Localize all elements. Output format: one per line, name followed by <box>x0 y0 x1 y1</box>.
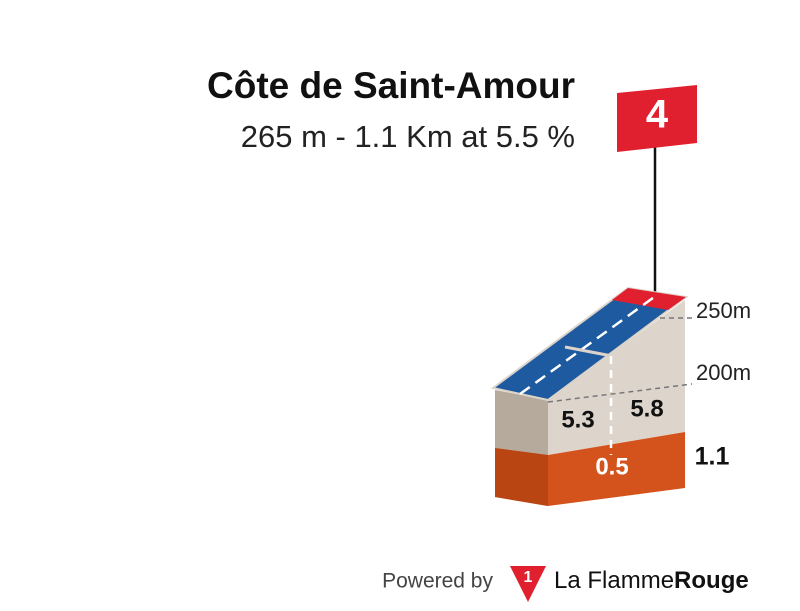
profile-base-side <box>495 448 548 506</box>
profile-side <box>495 390 548 455</box>
brand-logo-text: 1 <box>524 569 533 586</box>
altitude-line <box>547 383 693 403</box>
road-centerline <box>519 293 658 396</box>
category-label: 4 <box>646 93 669 137</box>
profile-front <box>548 300 685 455</box>
total-distance: 1.1 <box>695 443 730 471</box>
brand-logo <box>510 566 546 602</box>
gradient-label: 5.3 <box>561 406 594 433</box>
summit-mark <box>612 288 686 310</box>
powered-by: Powered by <box>382 570 493 593</box>
brand-name: La FlammeRouge <box>554 567 749 594</box>
climb-subtitle: 265 m - 1.1 Km at 5.5 % <box>241 119 575 154</box>
brand-light: La Flamme <box>554 567 674 594</box>
brand-bold: Rouge <box>674 567 749 594</box>
climb-title: Côte de Saint-Amour <box>207 65 575 106</box>
segment-divider-top <box>564 345 613 358</box>
altitude-label: 250m <box>696 298 751 323</box>
category-flag <box>617 85 697 152</box>
altitude-label: 200m <box>696 360 751 385</box>
distance-marker: 0.5 <box>595 453 628 480</box>
gradient-label: 5.8 <box>630 395 663 422</box>
